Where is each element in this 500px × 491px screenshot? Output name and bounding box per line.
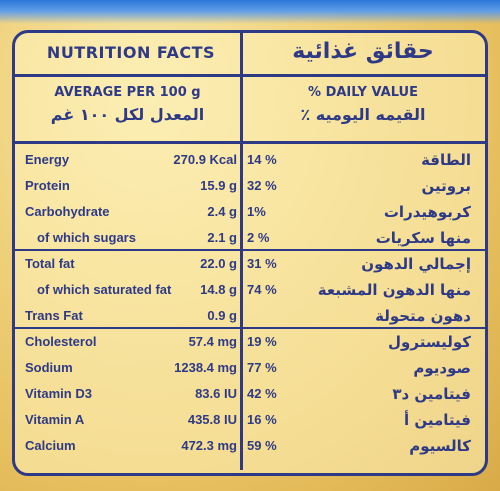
nutrient-value: 270.9 Kcal [173, 152, 237, 167]
nutrient-name-arabic: فيتامين د٣ [392, 385, 471, 403]
subheader-divider [15, 141, 485, 144]
nutrient-percent: 59 % [247, 438, 277, 453]
nutrient-name: Trans Fat [25, 308, 83, 323]
nutrient-percent: 42 % [247, 386, 277, 401]
nutrient-row: of which saturated fat 14.8 g 74 % منها … [15, 277, 485, 303]
nutrient-value: 0.9 g [207, 308, 237, 323]
nutrient-row: Trans Fat 0.9 g دهون متحولة [15, 303, 485, 329]
nutrient-value: 83.6 IU [195, 386, 237, 401]
nutrient-value: 2.4 g [207, 204, 237, 219]
nutrient-name: Energy [25, 152, 70, 167]
nutrient-name: Total fat [25, 256, 75, 271]
nutrient-name-arabic: إجمالي الدهون [361, 255, 471, 273]
nutrient-value: 57.4 mg [188, 334, 237, 349]
nutrient-row: Calcium 472.3 mg 59 % كالسيوم [15, 433, 485, 459]
nutrient-name: Cholesterol [25, 334, 97, 349]
nutrient-value: 1238.4 mg [174, 360, 237, 375]
nutrient-name-arabic: منها الدهون المشبعة [317, 281, 471, 299]
nutrient-name-arabic: فيتامين أ [404, 411, 471, 429]
nutrient-value: 15.9 g [200, 178, 237, 193]
nutrient-row: Energy 270.9 Kcal 14 % الطاقة [15, 147, 485, 173]
nutrient-name-arabic: صوديوم [413, 359, 471, 377]
package-blue-band [0, 0, 500, 24]
nutrient-name-arabic: الطاقة [421, 151, 471, 169]
daily-value-english: % DAILY VALUE [308, 85, 418, 100]
nutrient-row: Vitamin A 435.8 IU 16 % فيتامين أ [15, 407, 485, 433]
nutrient-value: 14.8 g [200, 282, 237, 297]
nutrient-name: Calcium [25, 438, 76, 453]
nutrient-value: 22.0 g [200, 256, 237, 271]
nutrient-name-arabic: بروتين [421, 177, 471, 195]
nutrient-percent: 77 % [247, 360, 277, 375]
nutrient-name: Vitamin A [25, 412, 85, 427]
nutrient-name-arabic: كوليسترول [388, 333, 471, 351]
nutrient-name: Protein [25, 178, 70, 193]
nutrient-name-arabic: كربوهيدرات [383, 203, 471, 221]
nutrient-name: of which saturated fat [37, 282, 172, 297]
nutrient-rows: Energy 270.9 Kcal 14 % الطاقة Protein 15… [15, 147, 485, 459]
nutrient-percent: 16 % [247, 412, 277, 427]
nutrient-value: 2.1 g [207, 230, 237, 245]
nutrition-facts-panel: NUTRITION FACTS حقائق غذائية AVERAGE PER… [12, 30, 488, 476]
nutrient-row: Sodium 1238.4 mg 77 % صوديوم [15, 355, 485, 381]
nutrient-percent: 1% [247, 204, 266, 219]
daily-value-arabic: القيمه اليوميه ٪ [300, 105, 426, 124]
per-100g-arabic: المعدل لكل ١٠٠ غم [50, 105, 205, 124]
nutrient-percent: 19 % [247, 334, 277, 349]
nutrient-value: 435.8 IU [187, 412, 237, 427]
nutrient-row: Cholesterol 57.4 mg 19 % كوليسترول [15, 329, 485, 355]
nutrient-name: Carbohydrate [25, 204, 110, 219]
nutrient-name-arabic: منها سكريات [375, 229, 471, 247]
nutrient-row: Carbohydrate 2.4 g 1% كربوهيدرات [15, 199, 485, 225]
nutrient-row: Protein 15.9 g 32 % بروتين [15, 173, 485, 199]
nutrient-row: Total fat 22.0 g 31 % إجمالي الدهون [15, 251, 485, 277]
nutrient-name: Vitamin D3 [25, 386, 92, 401]
header-divider [15, 74, 485, 77]
nutrient-percent: 74 % [247, 282, 277, 297]
nutrient-name: of which sugars [37, 230, 136, 245]
nutrient-name-arabic: دهون متحولة [375, 307, 471, 325]
column-divider [240, 33, 243, 470]
nutrient-value: 472.3 mg [181, 438, 237, 453]
nutrient-percent: 2 % [247, 230, 270, 245]
nutrient-name: Sodium [25, 360, 73, 375]
title-arabic: حقائق غذائية [292, 39, 434, 64]
per-100g-english: AVERAGE PER 100 g [54, 85, 201, 100]
nutrient-name-arabic: كالسيوم [409, 437, 471, 455]
nutrient-row: Vitamin D3 83.6 IU 42 % فيتامين د٣ [15, 381, 485, 407]
nutrient-row: of which sugars 2.1 g 2 % منها سكريات [15, 225, 485, 251]
nutrient-percent: 31 % [247, 256, 277, 271]
nutrient-percent: 32 % [247, 178, 277, 193]
title-english: NUTRITION FACTS [46, 43, 216, 62]
nutrient-percent: 14 % [247, 152, 277, 167]
